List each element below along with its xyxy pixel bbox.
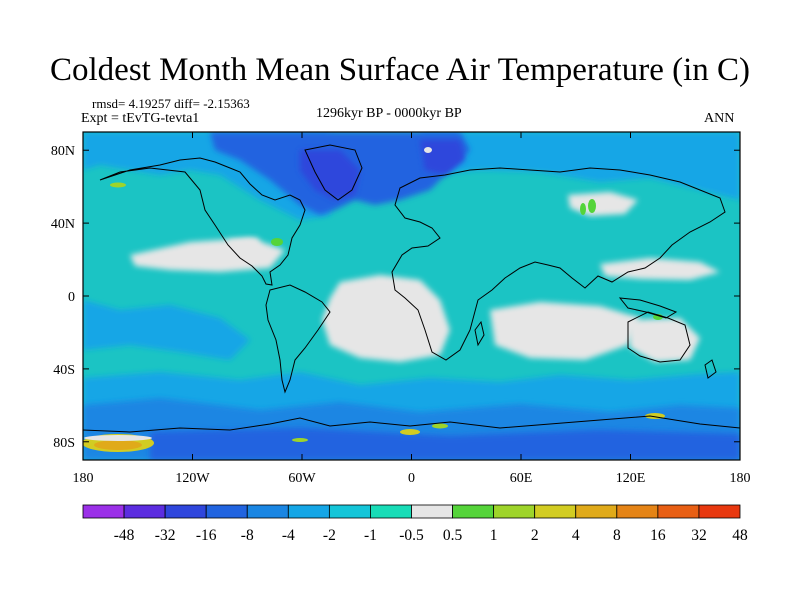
x-axis-ticks: 180 120W 60W 0 60E 120E 180: [73, 132, 751, 486]
y-tick-label: 40N: [51, 217, 75, 232]
field-north-america-neutral: [228, 238, 262, 262]
colorbar-label: -0.5: [399, 527, 424, 544]
colorbar-swatch: [123, 504, 166, 519]
colorbar-label: 8: [613, 527, 621, 544]
colorbar: -48 -32 -16 -8 -4 -2 -1 -0.5 0.5 1 2 4 8 16 32 48: [82, 504, 748, 544]
coast-madagascar: [474, 320, 485, 347]
colorbar-label: 48: [732, 527, 748, 544]
field-pacific-small-neutral: [600, 258, 720, 280]
field-weddell-warm-2: [432, 423, 448, 429]
field-eurasia-cool: [420, 132, 740, 200]
field-alaska-warm: [110, 182, 126, 188]
colorbar-label: -48: [114, 527, 135, 544]
field-arctic-warm: [424, 147, 432, 153]
colorbar-swatch: [575, 504, 618, 519]
colorbar-label: -1: [364, 527, 377, 544]
x-tick-label: 180: [73, 471, 94, 486]
colorbar-swatch: [370, 504, 412, 519]
colorbar-swatch: [205, 504, 248, 519]
y-tick-label: 0: [68, 290, 75, 305]
field-antarctic-warm-edge: [292, 438, 308, 442]
y-tick-label: 80N: [51, 144, 75, 159]
coast-antarctica: [83, 415, 740, 433]
field-atlantic-neutral: [322, 275, 450, 362]
period-label: 1296kyr BP - 0000kyr BP: [316, 106, 462, 121]
coast-indonesia: [618, 297, 678, 319]
colorbar-swatch: [493, 504, 536, 519]
coastlines: [83, 144, 740, 433]
field-south-pacific-cool: [83, 300, 250, 360]
field-antarctic-interior: [150, 428, 740, 460]
field-greenland-coldest: [300, 150, 360, 200]
season-label: ANN: [704, 111, 735, 126]
colorbar-label: 4: [572, 527, 580, 544]
experiment-label: Expt = tEvTG-tevta1: [81, 111, 200, 126]
temperature-field: [83, 132, 740, 460]
colorbar-swatch: [246, 504, 289, 519]
y-tick-label: 80S: [53, 436, 75, 451]
field-australia-neutral: [628, 318, 700, 362]
x-tick-label: 0: [408, 471, 415, 486]
coast-new-zealand: [704, 359, 717, 379]
map-title: Coldest Month Mean Surface Air Temperatu…: [50, 52, 750, 88]
field-siberia-warm: [588, 199, 596, 213]
colorbar-label: 0.5: [443, 527, 463, 544]
colorbar-label: -2: [323, 527, 336, 544]
coast-south-america: [265, 284, 331, 394]
colorbar-label: -4: [282, 527, 295, 544]
colorbar-label: -8: [241, 527, 254, 544]
x-tick-label: 120W: [175, 471, 210, 486]
coast-greenland: [304, 144, 363, 201]
colorbar-label: 32: [691, 527, 707, 544]
x-tick-label: 120E: [616, 471, 646, 486]
x-tick-label: 60E: [510, 471, 533, 486]
colorbar-label: -32: [155, 527, 176, 544]
x-tick-label: 180: [730, 471, 751, 486]
coast-australia: [627, 311, 691, 363]
field-siberia-warm-2: [580, 203, 586, 215]
colorbar-swatch: [328, 504, 371, 519]
colorbar-swatch: [698, 504, 741, 519]
y-tick-label: 40S: [53, 363, 75, 378]
colorbar-swatch: [82, 504, 125, 519]
coast-eurasia-africa: [391, 167, 726, 361]
stats-label: rmsd= 4.19257 diff= -2.15363: [92, 96, 250, 111]
colorbar-label: -16: [196, 527, 217, 544]
colorbar-swatch: [411, 504, 453, 519]
colorbar-swatch: [164, 504, 207, 519]
field-indian-neutral: [490, 302, 640, 360]
colorbar-label: 1: [490, 527, 498, 544]
colorbar-label: 2: [531, 527, 539, 544]
coast-north-america: [99, 157, 306, 286]
colorbar-swatch: [287, 504, 330, 519]
colorbar-label: 16: [650, 527, 666, 544]
colorbar-swatch: [657, 504, 700, 519]
colorbar-swatch: [534, 504, 577, 519]
y-axis-ticks: 80N 40N 0 40S 80S: [51, 144, 740, 451]
colorbar-swatch: [616, 504, 659, 519]
colorbar-swatch: [452, 504, 495, 519]
field-ross-edge: [84, 435, 152, 441]
field-north-america-warm: [271, 238, 283, 246]
field-ross-warm-core: [94, 440, 142, 450]
field-weddell-warm: [400, 429, 420, 435]
x-tick-label: 60W: [288, 471, 316, 486]
